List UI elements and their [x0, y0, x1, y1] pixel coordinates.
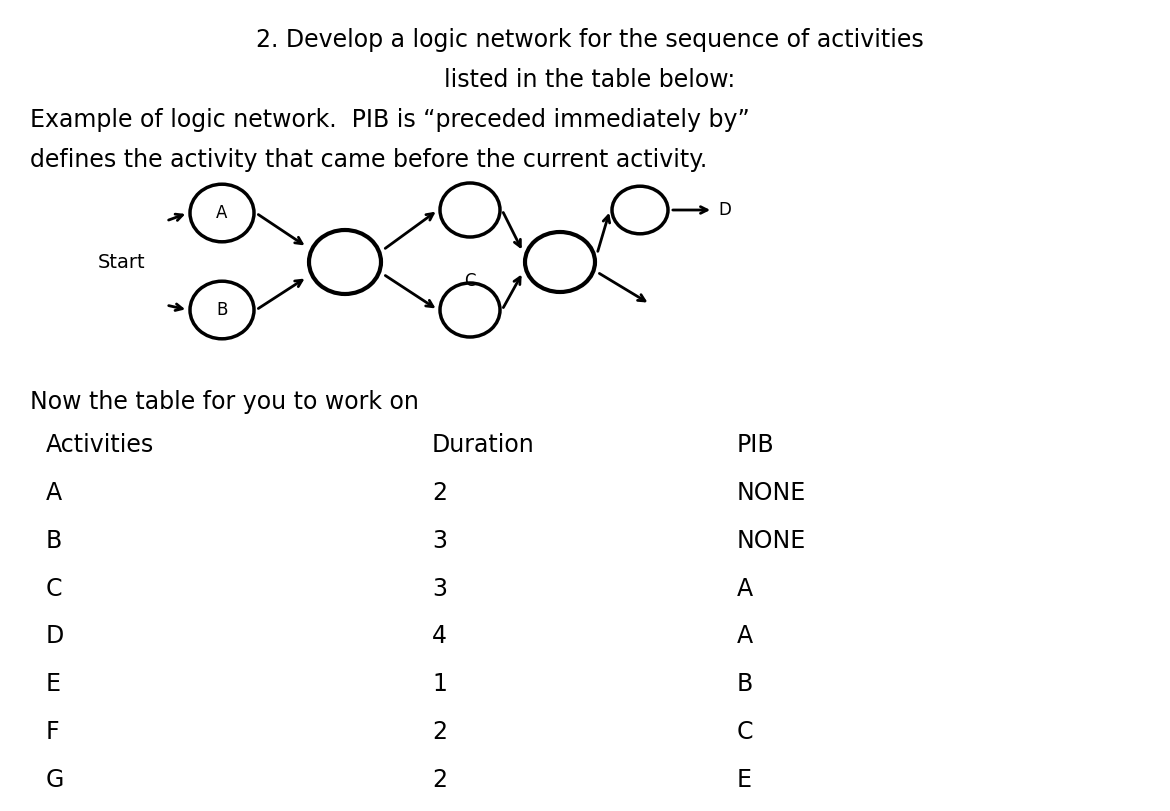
- Text: A: A: [737, 624, 753, 649]
- Text: B: B: [46, 529, 62, 553]
- Text: 2: 2: [432, 768, 447, 792]
- Text: Activities: Activities: [46, 433, 154, 457]
- Text: listed in the table below:: listed in the table below:: [445, 68, 736, 92]
- Text: 3: 3: [432, 529, 447, 553]
- Text: Now the table for you to work on: Now the table for you to work on: [30, 390, 419, 414]
- Text: C: C: [737, 720, 753, 744]
- Ellipse shape: [190, 281, 254, 339]
- Text: 2: 2: [432, 720, 447, 744]
- Text: Example of logic network.  PIB is “preceded immediately by”: Example of logic network. PIB is “preced…: [30, 108, 750, 132]
- Text: A: A: [46, 481, 62, 505]
- Text: Duration: Duration: [432, 433, 535, 457]
- Text: D: D: [718, 201, 731, 219]
- Text: A: A: [737, 577, 753, 601]
- Text: defines the activity that came before the current activity.: defines the activity that came before th…: [30, 148, 707, 172]
- Text: G: G: [46, 768, 64, 792]
- Text: B: B: [737, 672, 753, 697]
- Text: PIB: PIB: [737, 433, 775, 457]
- Ellipse shape: [440, 283, 500, 337]
- Ellipse shape: [309, 230, 381, 294]
- Text: B: B: [216, 301, 228, 319]
- Text: C: C: [464, 272, 476, 290]
- Text: 4: 4: [432, 624, 447, 649]
- Text: NONE: NONE: [737, 481, 806, 505]
- Text: 3: 3: [432, 577, 447, 601]
- Text: 2: 2: [432, 481, 447, 505]
- Text: 2. Develop a logic network for the sequence of activities: 2. Develop a logic network for the seque…: [256, 28, 924, 52]
- Text: 1: 1: [432, 672, 447, 697]
- Text: D: D: [46, 624, 64, 649]
- Ellipse shape: [612, 187, 668, 234]
- Text: NONE: NONE: [737, 529, 806, 553]
- Ellipse shape: [440, 183, 500, 237]
- Ellipse shape: [525, 232, 596, 292]
- Text: Start: Start: [98, 254, 145, 272]
- Text: F: F: [46, 720, 60, 744]
- Ellipse shape: [190, 184, 254, 242]
- Text: C: C: [46, 577, 62, 601]
- Text: A: A: [216, 204, 228, 222]
- Text: E: E: [46, 672, 61, 697]
- Text: E: E: [737, 768, 752, 792]
